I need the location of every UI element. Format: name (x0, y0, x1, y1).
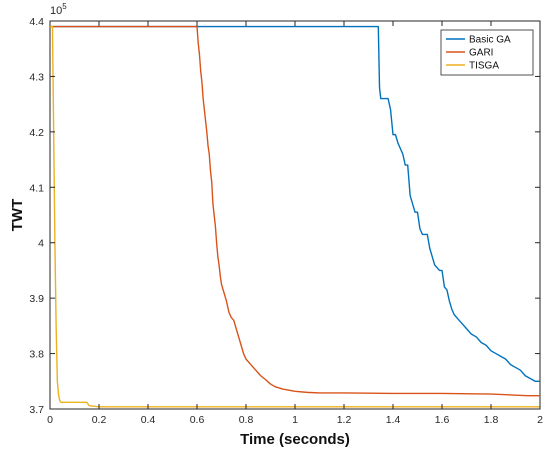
y-tick-label: 4.4 (29, 16, 44, 28)
x-tick-label: 1.8 (484, 414, 499, 426)
legend-label-tisga: TISGA (469, 61, 499, 72)
y-tick-label: 4 (38, 238, 44, 250)
legend-label-basic-ga: Basic GA (469, 35, 511, 46)
y-exponent-power: 5 (62, 2, 67, 11)
y-tick-label: 3.8 (29, 349, 44, 361)
legend-label-gari: GARI (469, 48, 493, 59)
x-axis-title: Time (seconds) (240, 431, 350, 448)
x-tick-label: 0.8 (239, 414, 254, 426)
y-tick-label: 4.1 (29, 182, 44, 194)
x-tick-label: 0.4 (141, 414, 156, 426)
series-line-tisga (50, 25, 540, 408)
plot-frame (49, 20, 541, 410)
legend-items: Basic GA GARI TISGA (446, 35, 511, 72)
series-line-basic-ga (50, 25, 540, 382)
y-axis-title: TWT (9, 199, 26, 231)
y-tick-label: 3.9 (29, 293, 44, 305)
plot-area: 0 0.2 0.4 0.6 0.8 1 1.2 1.4 1.6 1.8 2 3.7 3.8 3.9 4 4.1… (29, 16, 543, 426)
x-tick-label: 0.6 (190, 414, 205, 426)
y-tick-label: 4.2 (29, 127, 44, 139)
y-tick-label: 3.7 (29, 404, 44, 416)
x-tick-label: 0.2 (92, 414, 107, 426)
series-line-gari (50, 25, 540, 397)
series-layer (50, 25, 540, 408)
y-exponent-base: 10 (50, 5, 62, 17)
legend: Basic GA GARI TISGA (440, 29, 534, 76)
x-tick-label: 2 (537, 414, 543, 426)
y-tick-label: 4.3 (29, 71, 44, 83)
x-tick-label: 1.4 (386, 414, 401, 426)
x-tick-label: 1 (292, 414, 298, 426)
x-tick-label: 1.2 (337, 414, 352, 426)
tick-layer: 0 0.2 0.4 0.6 0.8 1 1.2 1.4 1.6 1.8 2 3.7 3.8 3.9 4 4.1… (29, 16, 543, 426)
x-tick-label: 0 (47, 414, 53, 426)
x-tick-label: 1.6 (435, 414, 450, 426)
y-axis-exponent: 105 (50, 2, 67, 17)
